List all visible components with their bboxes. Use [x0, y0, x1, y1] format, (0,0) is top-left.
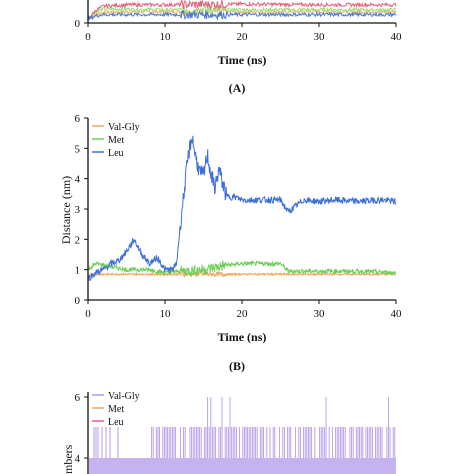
panel-a-x-tick-label: 40: [391, 31, 403, 43]
panel-b-label: (B): [229, 359, 245, 373]
panel-c-y-tick-label-6: 6: [75, 392, 81, 404]
panel-a-x-tick-label: 10: [160, 31, 172, 43]
panel-a-series-extra-line: [87, 10, 397, 21]
panel-b: 0 1 2 3 4 5 6 0 10 20 30 40 Distance (nm) Time (ns…: [59, 113, 402, 373]
panel-b-y-tick-label: 1: [75, 265, 81, 277]
panel-a-x-tick-label: 0: [85, 31, 91, 43]
panel-b-x-axis-label: Time (ns): [218, 330, 267, 344]
panel-a-x-tick-label: 30: [314, 31, 326, 43]
panel-b-y-axis-label: Distance (nm): [59, 176, 73, 244]
legend-label: Val-Gly: [108, 122, 140, 133]
panel-b-y-tick-label: 3: [75, 204, 81, 216]
panel-a: 0 0 10 20 30 40 Time (ns) (A): [75, 0, 402, 95]
panel-b-x-tick-label: 10: [160, 308, 172, 320]
panel-c-legend: Val-Gly Met Leu: [92, 391, 140, 428]
panel-b-x-tick-label: 0: [85, 308, 91, 320]
panel-b-x-tick-label: 40: [391, 308, 403, 320]
panel-a-x-tick-label: 20: [237, 31, 249, 43]
legend-label: Leu: [108, 417, 124, 428]
legend-label: Met: [108, 135, 124, 146]
panel-a-series-val-gly-line: [87, 6, 397, 21]
panel-b-x-tick-label: 30: [314, 308, 326, 320]
panel-c-base-band: [89, 458, 396, 474]
panel-a-series-met-line: [87, 4, 397, 21]
panel-b-series-leu-line: [87, 135, 397, 282]
panel-b-series-met-line: [87, 259, 397, 277]
panel-b-y-tick-label: 0: [75, 295, 81, 307]
legend-label: Leu: [108, 148, 124, 159]
panel-a-x-ticks: 0 10 20 30 40: [85, 23, 402, 43]
legend-label: Met: [108, 404, 124, 415]
panel-a-series: [87, 0, 397, 21]
panel-b-y-tick-label: 6: [75, 113, 81, 125]
panel-b-y-tick-label: 4: [75, 174, 81, 186]
panel-c-series: [89, 397, 396, 474]
legend-label: Val-Gly: [108, 391, 140, 402]
panel-b-legend: Val-Gly Met Leu: [92, 122, 140, 159]
panel-b-y-tick-label: 5: [75, 143, 81, 155]
panel-b-x-tick-label: 20: [237, 308, 249, 320]
panel-a-x-axis-label: Time (ns): [218, 53, 267, 67]
panel-b-y-tick-label: 2: [75, 234, 81, 246]
panel-b-x-ticks: 0 10 20 30 40: [85, 300, 402, 320]
panel-a-y-tick-label: 0: [75, 18, 81, 30]
panel-a-label: (A): [229, 81, 246, 95]
panel-b-series: [87, 135, 397, 282]
panel-c-y-axis-label: mbers: [61, 444, 75, 474]
panel-c: 6 4 mbers Val-Gly Met Leu: [61, 391, 396, 474]
panel-b-series-val-gly-line: [87, 270, 397, 279]
panel-a-series-leu-line: [87, 0, 397, 20]
panel-c-y-tick-label-4: 4: [75, 453, 81, 465]
panel-b-y-ticks: 0 1 2 3 4 5 6: [75, 113, 88, 307]
